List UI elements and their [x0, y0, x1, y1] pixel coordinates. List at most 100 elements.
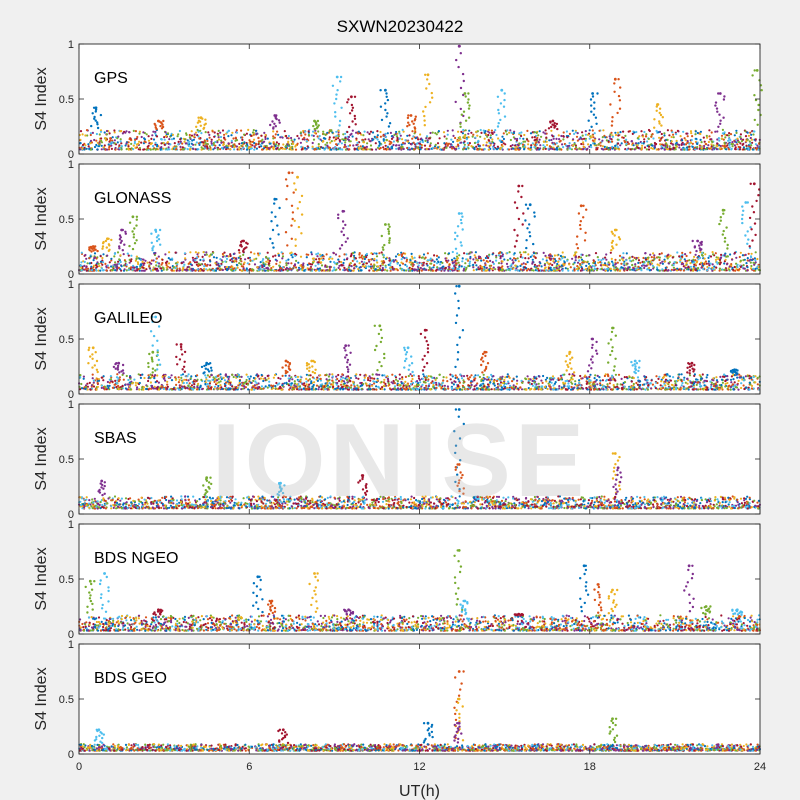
data-point	[578, 147, 581, 150]
data-point	[398, 137, 401, 140]
data-point	[647, 145, 651, 148]
data-point	[653, 141, 657, 145]
data-point	[95, 139, 98, 142]
data-point	[390, 260, 393, 263]
spike-point	[384, 108, 387, 112]
data-point	[517, 148, 520, 151]
data-point	[608, 135, 611, 138]
data-point	[618, 148, 621, 151]
data-point	[699, 130, 703, 133]
data-point	[194, 143, 197, 146]
data-point	[628, 268, 632, 271]
spike-point	[611, 245, 614, 248]
data-point	[622, 262, 625, 266]
data-point	[750, 256, 753, 259]
data-point	[710, 131, 713, 134]
data-point	[718, 258, 722, 262]
spike-point	[350, 109, 354, 112]
data-point	[315, 258, 318, 261]
spike-point	[611, 116, 614, 119]
spike-peak	[696, 239, 699, 243]
data-point	[697, 255, 700, 258]
data-point	[574, 259, 577, 262]
data-point	[303, 147, 307, 150]
data-point	[666, 138, 669, 141]
data-point	[341, 148, 344, 151]
data-point	[634, 265, 637, 268]
data-point	[725, 148, 728, 151]
data-point	[276, 147, 279, 150]
data-point	[609, 267, 612, 270]
data-point	[272, 135, 275, 138]
data-point	[561, 251, 564, 254]
data-point	[542, 147, 545, 150]
spike-point	[618, 107, 622, 110]
spike-point	[101, 247, 104, 250]
spike-point	[577, 212, 581, 215]
spike-point	[576, 235, 579, 238]
data-point	[204, 147, 207, 150]
data-point	[367, 138, 370, 141]
data-point	[434, 132, 437, 135]
spike-point	[350, 103, 354, 107]
data-point	[332, 381, 335, 384]
data-point	[130, 142, 133, 145]
data-point	[309, 266, 312, 269]
spike-point	[101, 245, 105, 248]
data-point	[566, 136, 569, 139]
data-point	[707, 144, 710, 147]
data-point	[702, 136, 705, 139]
spike-point	[296, 207, 299, 210]
spike-point	[454, 231, 457, 234]
data-point	[459, 138, 462, 141]
spike-point	[578, 223, 582, 227]
data-point	[93, 252, 97, 255]
spike-point	[716, 110, 719, 113]
data-point	[194, 258, 197, 262]
spike-point	[406, 116, 410, 120]
data-point	[649, 263, 652, 266]
data-point	[177, 143, 180, 146]
data-point	[605, 258, 608, 261]
data-point	[446, 133, 449, 136]
data-point	[362, 141, 366, 144]
data-point	[369, 130, 373, 133]
data-point	[473, 141, 476, 145]
data-point	[92, 259, 95, 262]
data-point	[673, 261, 676, 264]
data-point	[753, 263, 756, 266]
data-point	[274, 254, 277, 257]
data-point	[306, 267, 309, 270]
data-point	[376, 261, 379, 264]
data-point	[705, 134, 708, 137]
data-point	[125, 263, 128, 266]
data-point	[482, 129, 485, 132]
data-point	[167, 262, 171, 265]
data-point	[138, 140, 141, 143]
data-point	[712, 268, 715, 271]
spike-point	[467, 98, 470, 101]
data-point	[561, 269, 564, 272]
spike-point	[587, 119, 590, 122]
data-point	[454, 147, 458, 151]
data-point	[272, 265, 275, 268]
spike-peak	[517, 184, 521, 188]
data-point	[119, 260, 122, 264]
data-point	[306, 145, 309, 148]
data-point	[550, 257, 553, 260]
data-point	[171, 148, 174, 151]
data-point	[627, 266, 630, 269]
data-point	[380, 251, 383, 254]
data-point	[411, 269, 414, 272]
data-point	[125, 142, 128, 145]
data-point	[155, 135, 159, 138]
spike-point	[717, 125, 720, 128]
data-point	[245, 144, 248, 147]
data-point	[490, 129, 493, 132]
data-point	[703, 257, 706, 260]
spike-point	[414, 117, 417, 121]
data-point	[620, 142, 623, 145]
data-point	[302, 262, 305, 265]
spike-point	[344, 240, 347, 243]
data-point	[176, 135, 179, 138]
